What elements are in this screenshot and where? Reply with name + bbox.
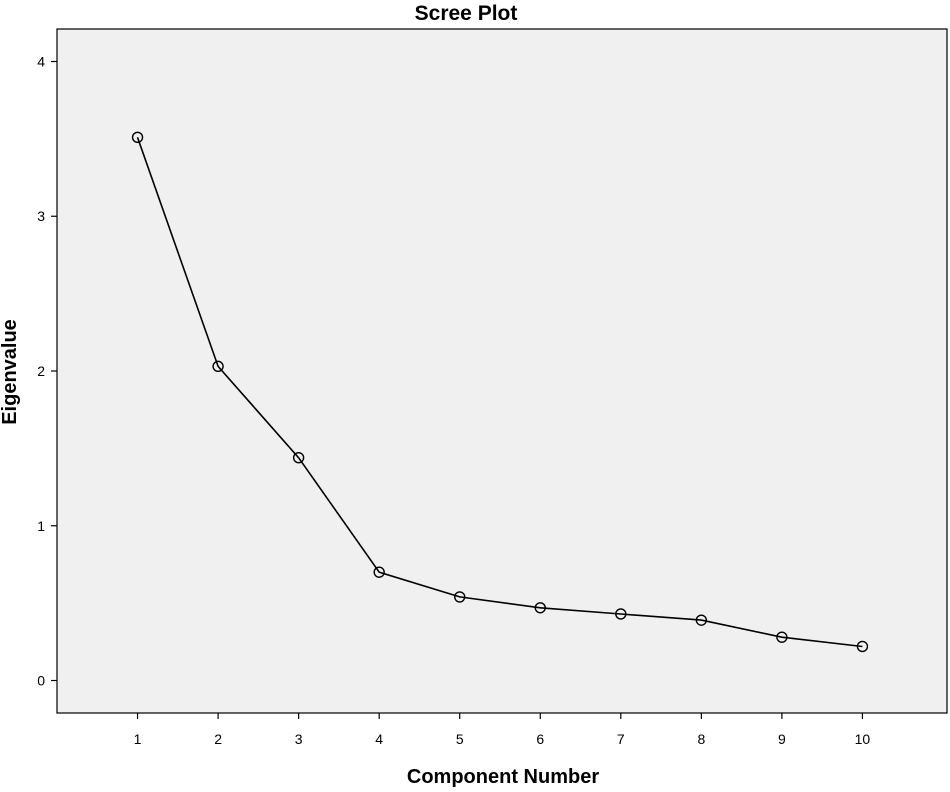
data-point <box>454 591 466 603</box>
y-tick-label: 1 <box>37 518 45 534</box>
x-tick-label: 2 <box>214 731 222 747</box>
data-point <box>856 640 869 653</box>
data-point <box>534 602 546 614</box>
y-tick-label: 2 <box>37 363 45 379</box>
y-tick-label: 0 <box>37 673 45 689</box>
data-point <box>776 631 788 643</box>
x-tick-label: 6 <box>536 731 544 747</box>
y-tick-label: 3 <box>37 208 45 224</box>
x-tick-label: 5 <box>456 731 464 747</box>
series-line <box>136 137 863 648</box>
x-tick-label: 3 <box>295 731 303 747</box>
data-point <box>131 131 144 144</box>
y-axis-ticks: 0 1 2 3 4 <box>37 53 57 689</box>
data-point <box>615 608 627 620</box>
y-axis-title: Eigenvalue <box>0 319 21 425</box>
x-tick-label: 8 <box>697 731 705 747</box>
data-point <box>292 451 305 464</box>
x-axis-ticks: 1 2 3 4 5 6 7 8 9 10 <box>134 713 871 747</box>
data-point <box>212 360 224 373</box>
x-tick-label: 7 <box>617 731 625 747</box>
series-points <box>131 131 869 653</box>
plot-area <box>56 28 948 714</box>
x-axis-title: Component Number <box>407 766 599 787</box>
x-tick-label: 4 <box>375 731 383 747</box>
chart-title: Scree Plot <box>415 2 518 25</box>
x-tick-label: 9 <box>778 731 786 747</box>
x-tick-label: 10 <box>855 731 871 747</box>
data-point <box>373 566 385 578</box>
x-tick-label: 1 <box>134 731 142 747</box>
y-tick-label: 4 <box>37 53 45 69</box>
data-point <box>695 614 708 626</box>
